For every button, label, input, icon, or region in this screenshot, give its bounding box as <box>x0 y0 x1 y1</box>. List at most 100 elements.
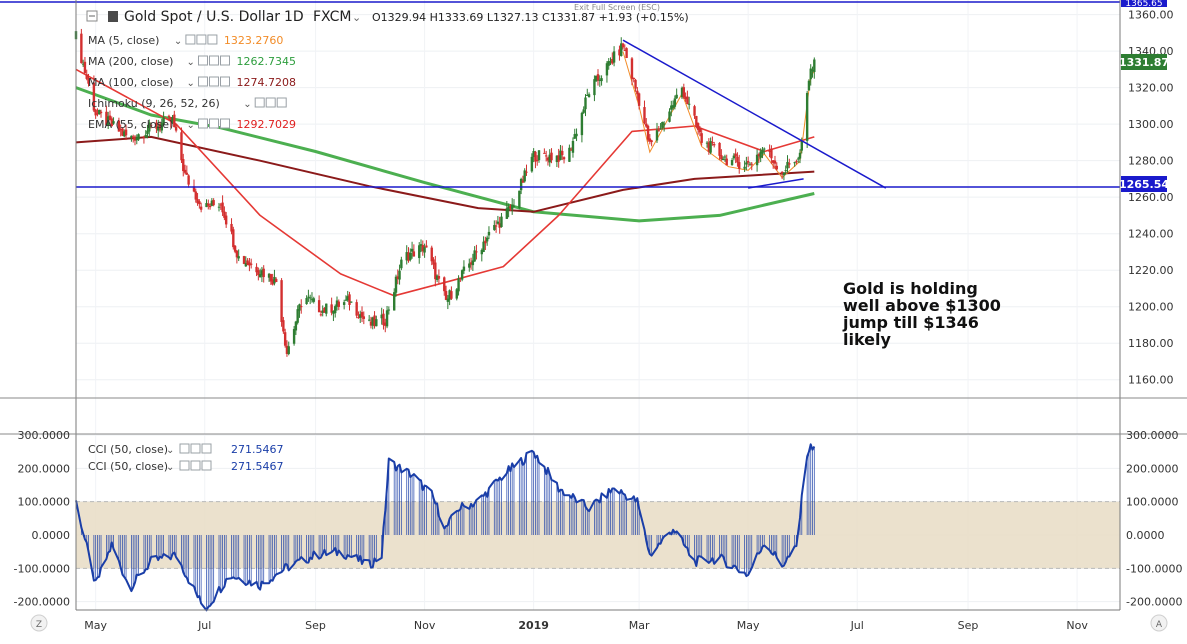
candle-down <box>207 203 210 206</box>
candle-up <box>568 147 571 162</box>
candle-down <box>469 262 473 265</box>
source-dropdown-icon[interactable]: ⌄ <box>352 11 361 24</box>
chevron-down-icon[interactable]: ⌄ <box>187 57 195 68</box>
settings-icon[interactable] <box>196 34 207 45</box>
candle-down <box>648 138 652 142</box>
candle-down <box>108 115 112 120</box>
interval-label[interactable]: 1D <box>284 9 304 25</box>
ohlc-readout: O1329.94 H1333.69 L1327.13 C1331.87 +1.9… <box>372 11 689 24</box>
candle-down <box>712 144 716 146</box>
indicator-label[interactable]: MA (200, close) <box>88 55 173 68</box>
visibility-icon[interactable] <box>185 34 196 45</box>
visibility-icon[interactable] <box>198 55 208 66</box>
candle-up <box>375 319 378 327</box>
candle-down <box>771 160 775 163</box>
settings-icon[interactable] <box>190 443 201 454</box>
settings-icon[interactable] <box>265 97 276 108</box>
chevron-down-icon[interactable]: ⌄ <box>187 78 195 89</box>
cci-indicator-label[interactable]: CCI (50, close) <box>88 460 168 473</box>
candle-up <box>671 105 675 108</box>
remove-icon[interactable] <box>220 55 230 66</box>
visibility-icon[interactable] <box>179 460 190 471</box>
candle-down <box>257 270 260 276</box>
chevron-down-icon[interactable]: ⌄ <box>174 36 182 47</box>
cci-axis-labels[interactable]: -200.0000 -200.0000 -100.0000 -100.0000 0.00… <box>14 429 1183 609</box>
candle-down <box>224 215 228 225</box>
candle-up <box>537 150 541 161</box>
candle-down <box>183 169 187 173</box>
candle-up <box>763 148 766 150</box>
candle-down <box>725 158 728 166</box>
symbol-title[interactable]: Gold Spot / U.S. Dollar <box>124 9 280 25</box>
cci-indicator-label[interactable]: CCI (50, close) <box>88 443 168 456</box>
indicator-label[interactable]: MA (100, close) <box>88 76 173 89</box>
time-tick-label: Sep <box>958 619 979 632</box>
candle-up <box>335 300 339 307</box>
candle-up <box>670 105 673 110</box>
candle-up <box>310 299 314 301</box>
candle-down <box>280 280 283 323</box>
candle-up <box>782 172 786 176</box>
price-tick-label: 1160.00 <box>1128 374 1174 387</box>
visibility-icon[interactable] <box>198 76 208 87</box>
candle-down <box>221 202 224 213</box>
time-axis-labels[interactable]: May Jul Sep Nov 2019 Mar May Jul Sep Nov <box>84 619 1088 632</box>
candle-down <box>596 74 600 81</box>
exit-fullscreen-hint[interactable]: Exit Full Screen (ESC) <box>574 3 660 12</box>
settings-icon[interactable] <box>209 76 219 87</box>
reset-zoom-button[interactable]: Z <box>30 614 48 632</box>
remove-icon[interactable] <box>220 118 230 129</box>
price-axis-labels[interactable]: 1160.00 1180.00 1200.00 1220.00 1240.00 1260.… <box>1128 9 1174 387</box>
candle-up <box>485 237 489 242</box>
candle-up <box>321 310 324 313</box>
indicator-label[interactable]: EMA (55, close) <box>88 118 173 131</box>
svg-text:1265.54: 1265.54 <box>1119 178 1169 191</box>
candle-up <box>308 297 312 299</box>
candle-down <box>618 49 621 56</box>
visibility-icon[interactable] <box>179 443 190 454</box>
indicator-label[interactable]: Ichimoku (9, 26, 52, 26) <box>88 97 220 110</box>
visibility-icon[interactable] <box>254 97 265 108</box>
settings-icon[interactable] <box>190 460 201 471</box>
candle-up <box>786 161 789 169</box>
candle-down <box>83 61 87 73</box>
candle-down <box>536 159 539 161</box>
candle-down <box>623 49 627 51</box>
candle-down <box>720 155 723 160</box>
candle-up <box>518 190 521 209</box>
visibility-icon[interactable] <box>198 118 208 129</box>
candle-down <box>498 223 501 228</box>
indicator-label[interactable]: MA (5, close) <box>88 34 159 47</box>
chevron-down-icon[interactable]: ⌄ <box>187 120 195 131</box>
time-tick-label: May <box>737 619 760 632</box>
svg-text:1331.87: 1331.87 <box>1119 56 1169 69</box>
candle-down <box>255 266 258 273</box>
remove-icon[interactable] <box>220 76 230 87</box>
candle-up <box>455 289 458 299</box>
candle-down <box>634 79 637 89</box>
remove-icon[interactable] <box>201 443 212 454</box>
cci-tick-label-right: 300.0000 <box>1126 429 1179 442</box>
price-tick-label: 1300.00 <box>1128 118 1174 131</box>
price-tick-label: 1320.00 <box>1128 82 1174 95</box>
remove-icon[interactable] <box>276 97 287 108</box>
cci-line <box>75 443 816 612</box>
candle-up <box>205 203 208 208</box>
price-tick-label: 1360.00 <box>1128 9 1174 22</box>
candle-down <box>643 107 646 124</box>
remove-icon[interactable] <box>201 460 212 471</box>
settings-icon[interactable] <box>209 55 219 66</box>
auto-scale-button[interactable]: A <box>1150 614 1168 632</box>
candle-down <box>319 314 323 316</box>
candle-up <box>334 306 337 314</box>
candle-up <box>655 130 659 141</box>
remove-icon[interactable] <box>207 34 218 45</box>
settings-icon[interactable] <box>209 118 219 129</box>
candle-down <box>230 223 233 232</box>
candle-down <box>625 48 628 58</box>
candle-down <box>233 245 237 252</box>
candle-down <box>180 132 183 161</box>
candle-down <box>283 332 287 346</box>
chevron-down-icon[interactable]: ⌄ <box>243 99 251 110</box>
